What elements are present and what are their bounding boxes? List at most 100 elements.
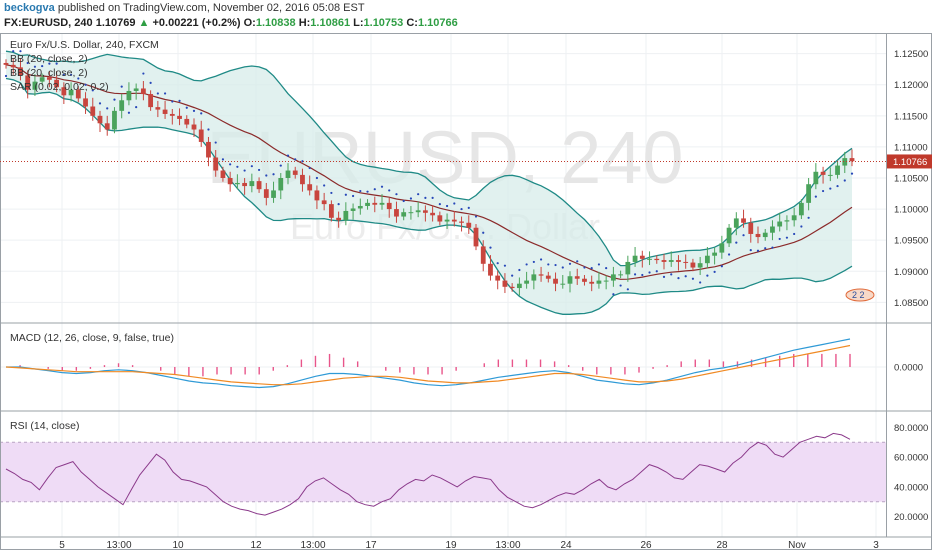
sar-dot (265, 174, 268, 177)
candle-body (553, 278, 558, 284)
candle-body (422, 210, 428, 213)
low-value: 1.10753 (363, 17, 404, 29)
time-tick-label: 28 (716, 540, 728, 550)
sar-dot (807, 216, 810, 219)
candle-body (589, 281, 595, 284)
sar-dot (106, 107, 109, 110)
sar-dot (19, 50, 22, 53)
sar-dot (503, 264, 507, 267)
sar-dot (26, 61, 29, 65)
candle-body (54, 79, 60, 88)
candle-body (220, 170, 226, 178)
candle-body (451, 219, 457, 222)
sar-dot (4, 74, 8, 78)
sar-dot (706, 274, 709, 277)
event-marker-flag (845, 288, 875, 302)
candle-body (285, 170, 291, 178)
candle-body (531, 274, 537, 281)
candle-body (126, 90, 132, 101)
sar-dot (547, 263, 550, 266)
macd-tick-label: 0.0000 (894, 363, 923, 374)
candle-body (140, 88, 146, 95)
sar-dot (814, 195, 817, 198)
sar-dot (135, 106, 138, 109)
candle-body (444, 219, 450, 222)
candle-body (603, 280, 609, 282)
change-value: +0.00221 (+0.2%) (152, 17, 241, 29)
rsi-label[interactable]: RSI (14, close) (10, 420, 79, 432)
candle-body (155, 107, 161, 110)
candles (3, 58, 855, 296)
sar-dot (272, 173, 275, 176)
sar-dot (727, 253, 731, 256)
sar-dot (720, 265, 723, 268)
candle-body (336, 217, 342, 221)
time-tick-label: 10 (172, 540, 184, 550)
sar-dot (127, 111, 131, 114)
candle-body (849, 158, 855, 162)
open-label: O: (243, 17, 256, 29)
last-price: 1.10769 (95, 17, 136, 29)
low-label: L: (353, 17, 364, 29)
candle-body (97, 115, 103, 124)
sar-dot (670, 273, 673, 276)
sar-dot (308, 166, 311, 170)
macd-label[interactable]: MACD (12, 26, close, 9, false, true) (10, 332, 174, 344)
last-price-tag-text: 1.10766 (893, 157, 927, 168)
sar-dot (568, 262, 572, 265)
sar-dot (409, 197, 413, 200)
author-link[interactable]: beckogva (4, 2, 55, 14)
price-tick-label: 1.12000 (894, 80, 928, 91)
candle-body (307, 184, 313, 191)
rsi-tick-label: 80.0000 (894, 423, 928, 434)
sar-dot (359, 189, 362, 193)
publish-line: beckogva published on TradingView.com, N… (4, 2, 365, 15)
sar-dot (323, 184, 326, 187)
sar-dot (626, 288, 629, 291)
indicator-label[interactable]: BB (20, close, 2) (10, 67, 88, 79)
sar-dot (417, 193, 420, 196)
sar-dot (229, 163, 232, 166)
sar-dot (185, 106, 188, 109)
price-tick-label: 1.11500 (894, 111, 928, 122)
sar-dot (749, 249, 752, 252)
sar-dot (474, 215, 478, 218)
price-tick-label: 1.10000 (894, 205, 928, 216)
candle-body (697, 263, 703, 268)
sar-dot (243, 169, 246, 172)
candle-body (437, 215, 443, 222)
sar-dot (785, 236, 789, 239)
sar-dot (55, 62, 58, 65)
sar-dot (460, 207, 463, 211)
indicator-label[interactable]: BB (20, close, 2) (10, 53, 88, 65)
sar-dot (453, 202, 456, 205)
candle-body (806, 184, 812, 203)
sar-dot (843, 179, 846, 182)
sar-dot (330, 191, 333, 195)
sar-dot (77, 77, 80, 80)
candle-body (466, 222, 472, 228)
sar-dot (590, 267, 593, 270)
candle-body (784, 220, 790, 222)
candle-body (46, 77, 52, 80)
candle-body (271, 190, 276, 198)
candle-body (596, 280, 602, 284)
price-tick-label: 1.08500 (894, 298, 928, 309)
candle-body (538, 274, 544, 276)
candle-body (263, 189, 269, 198)
candle-body (213, 157, 219, 171)
candle-body (206, 141, 211, 158)
indicator-label[interactable]: SAR (0.02, 0.02, 0.2) (10, 81, 109, 93)
sar-dot (619, 284, 622, 287)
candle-body (654, 258, 660, 261)
macd-pane (5, 338, 851, 389)
price-tick-label: 1.10500 (894, 174, 928, 185)
sar-dot (424, 196, 427, 199)
candle-body (242, 182, 248, 187)
candle-body (676, 260, 681, 262)
sar-dot (33, 65, 37, 68)
sar-dot (366, 190, 369, 193)
rsi-tick-label: 60.0000 (894, 453, 928, 464)
chart-canvas[interactable]: EURUSD, 240 Euro Fx/U.S. Dollar 5 13:00 10… (0, 33, 932, 550)
candle-body (610, 274, 616, 281)
